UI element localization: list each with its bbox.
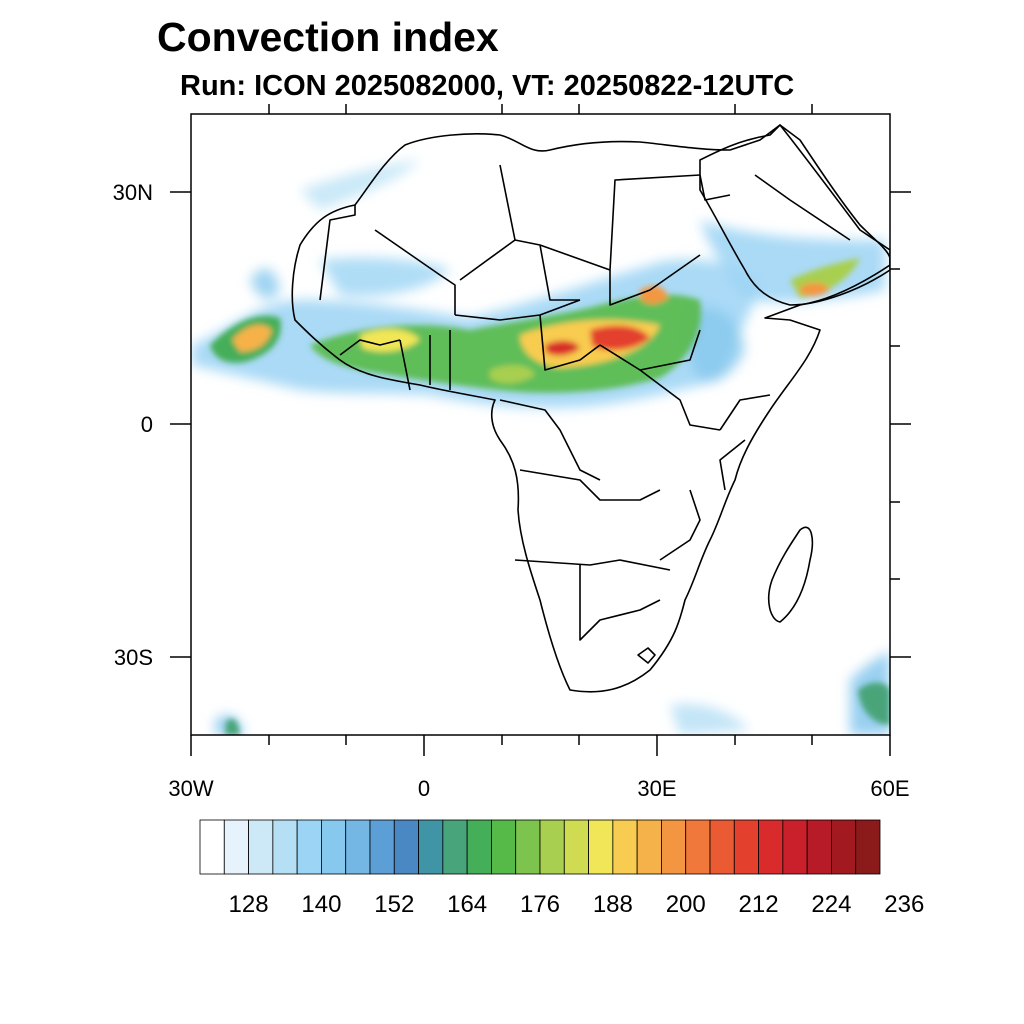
chart-subtitle: Run: ICON 2025082000, VT: 20250822-12UTC [180, 70, 795, 102]
lesotho [637, 647, 656, 664]
border-18 [719, 394, 771, 491]
colorbar-swatch [563, 819, 589, 875]
colorbar [199, 819, 881, 875]
border-8 [539, 314, 601, 371]
border-3 [459, 164, 516, 281]
border-7 [454, 299, 581, 321]
colorbar-tick-label: 164 [447, 891, 487, 918]
colorbar-swatch [636, 819, 662, 875]
sw-cell [225, 718, 240, 735]
axis-ticks [170, 104, 911, 756]
colorbar-swatch [806, 819, 832, 875]
atlantic-cell-core [232, 324, 272, 352]
colorbar-swatch [709, 819, 735, 875]
colorbar-swatch [661, 819, 687, 875]
border-14 [579, 565, 661, 641]
colorbar-swatch [369, 819, 395, 875]
colorbar-swatch [223, 819, 249, 875]
colorbar-swatch [612, 819, 638, 875]
colorbar-swatch [199, 819, 225, 875]
se-cell [858, 682, 890, 725]
colorbar-tick-label: 176 [520, 891, 560, 918]
nigeria-cell [490, 365, 535, 384]
colorbar-labels: 128 140 152 164 176 188 200 212 224 236 [229, 891, 925, 918]
cape-verde-plume [250, 268, 280, 299]
lat-label-30n: 30N [113, 180, 153, 205]
colorbar-tick-label: 128 [229, 891, 269, 918]
colorbar-swatch [539, 819, 565, 875]
car-core [545, 340, 580, 356]
lat-label-30s: 30S [114, 645, 153, 670]
border-13 [514, 559, 671, 571]
coastlines-borders [291, 124, 890, 693]
arabian-peninsula [699, 124, 890, 306]
border-11 [499, 399, 601, 481]
colorbar-swatch [588, 819, 614, 875]
guinea-cell [360, 328, 420, 352]
colorbar-swatch [491, 819, 517, 875]
border-4 [514, 239, 580, 301]
colorbar-swatch [758, 819, 784, 875]
colorbar-swatch [418, 819, 444, 875]
border-10 [639, 369, 721, 431]
lon-label-0: 0 [418, 776, 430, 801]
sudan-core [590, 325, 650, 351]
lat-label-0: 0 [141, 412, 153, 437]
lon-label-60e: 60E [870, 776, 909, 801]
border-19 [659, 489, 701, 561]
colorbar-swatch [515, 819, 541, 875]
colorbar-swatch [466, 819, 492, 875]
border-2 [374, 229, 456, 315]
map-frame [190, 113, 891, 736]
africa-coastline [291, 124, 890, 693]
lon-label-30e: 30E [637, 776, 676, 801]
yemen-core [800, 282, 830, 297]
colorbar-swatch [782, 819, 808, 875]
colorbar-tick-label: 224 [811, 891, 851, 918]
border-5 [539, 174, 701, 271]
convection-field [192, 160, 890, 735]
colorbar-tick-label: 236 [884, 891, 924, 918]
colorbar-swatch [393, 819, 419, 875]
colorbar-swatch [685, 819, 711, 875]
convection-shading-core [210, 258, 890, 735]
colorbar-swatch [321, 819, 347, 875]
chart-title: Convection index [157, 14, 499, 60]
border-12 [519, 469, 661, 501]
sahara-streak [300, 160, 420, 210]
colorbar-swatch [831, 819, 857, 875]
colorbar-tick-label: 152 [374, 891, 414, 918]
border-17 [699, 174, 851, 241]
colorbar-swatch [345, 819, 371, 875]
border-6 [609, 254, 701, 306]
mauritania-cloud [320, 257, 450, 297]
border-1 [319, 205, 356, 301]
colorbar-swatch [733, 819, 759, 875]
border-15 [399, 330, 451, 391]
colorbar-tick-label: 212 [739, 891, 779, 918]
madagascar [768, 526, 814, 623]
colorbar-tick-label: 140 [301, 891, 341, 918]
colorbar-swatch [296, 819, 322, 875]
ethiopia-cloud [687, 307, 745, 382]
colorbar-tick-label: 188 [593, 891, 633, 918]
colorbar-swatch [272, 819, 298, 875]
sahel-band [310, 294, 701, 393]
border-9 [599, 329, 701, 371]
south-cloud [670, 703, 750, 735]
colorbar-swatch [855, 819, 881, 875]
lon-label-30w: 30W [168, 776, 213, 801]
border-16 [339, 339, 401, 356]
colorbar-tick-label: 200 [666, 891, 706, 918]
colorbar-swatch [248, 819, 274, 875]
colorbar-swatch [442, 819, 468, 875]
